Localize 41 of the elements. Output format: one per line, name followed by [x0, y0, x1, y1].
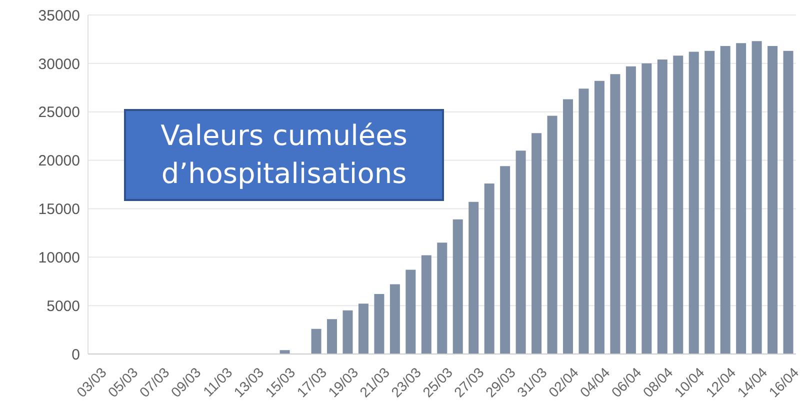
y-tick-label: 30000 [38, 56, 80, 73]
bar [736, 43, 746, 354]
y-tick-label: 20000 [38, 152, 80, 170]
bar [437, 242, 448, 354]
y-tick-label: 10000 [38, 249, 80, 266]
bar [594, 80, 604, 354]
bar [532, 133, 542, 354]
bar [657, 60, 668, 354]
bar [484, 184, 494, 354]
bar [342, 310, 353, 354]
bar [374, 294, 384, 354]
bar [704, 50, 715, 354]
bar [421, 255, 432, 354]
bar [547, 116, 558, 354]
bar [783, 50, 794, 354]
bar [468, 202, 479, 354]
bar [280, 350, 290, 354]
bar [516, 150, 526, 354]
bar [688, 52, 699, 354]
y-tick-label: 35000 [38, 7, 80, 24]
bar [452, 219, 463, 354]
bar [610, 74, 620, 354]
bar [358, 304, 368, 354]
bar [642, 63, 652, 354]
bar [720, 46, 730, 354]
bar [752, 41, 762, 354]
bar [578, 88, 589, 354]
bar [673, 56, 684, 354]
bar [406, 270, 416, 354]
y-tick-label: 5000 [46, 298, 80, 315]
bar [500, 166, 510, 354]
y-tick-label: 25000 [38, 104, 80, 122]
bar [563, 99, 573, 354]
annotation: Valeurs cumulées d’hospitalisations [160, 118, 408, 192]
bar [311, 328, 322, 354]
bar [327, 319, 337, 354]
bar [626, 66, 636, 354]
bar [390, 284, 400, 354]
y-tick-label: 15000 [38, 201, 80, 218]
y-tick-label: 0 [72, 346, 80, 364]
bar [768, 46, 778, 354]
